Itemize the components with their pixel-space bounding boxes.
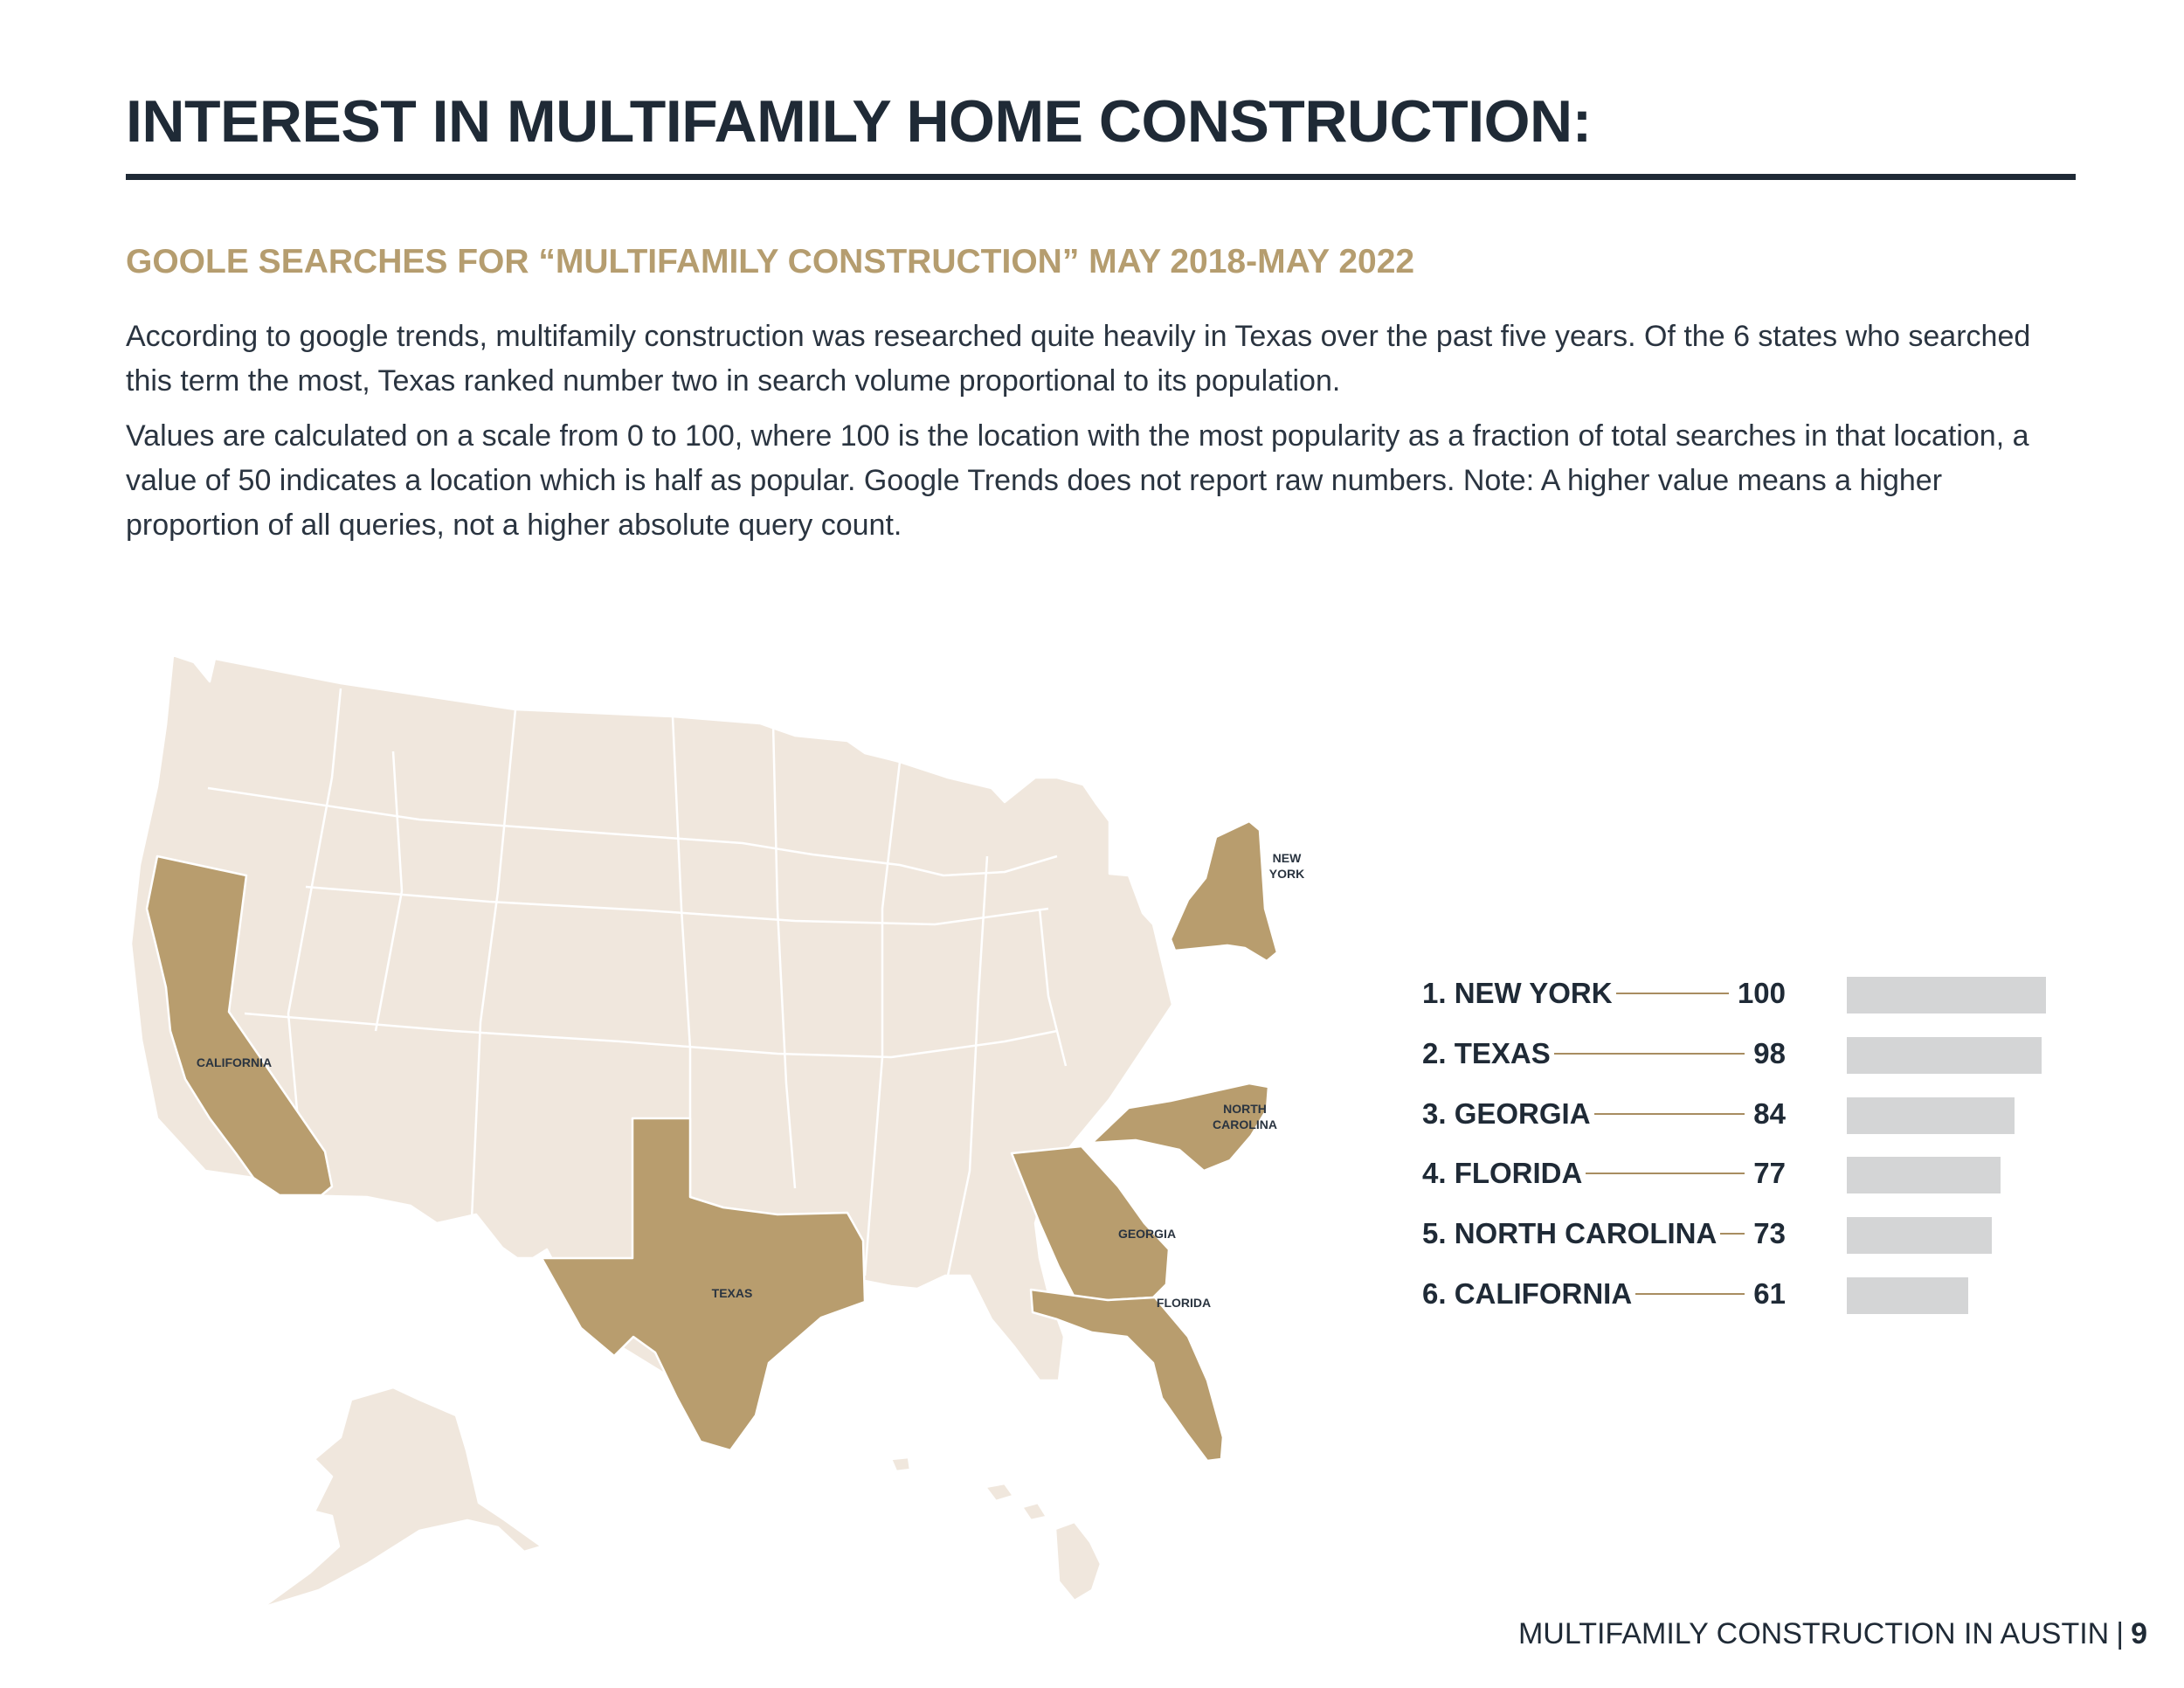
ranking-state-label: 2. TEXAS	[1422, 1036, 1551, 1069]
map-label-california: CALIFORNIA	[197, 1055, 272, 1069]
border-line	[470, 709, 517, 1220]
section-subtitle: GOOLE SEARCHES FOR “MULTIFAMILY CONSTRUC…	[126, 243, 1415, 280]
ranking-value-label: 61	[1753, 1277, 1786, 1310]
map-label-new-york: YORK	[1269, 867, 1304, 881]
map-label-florida: FLORIDA	[1157, 1296, 1211, 1310]
hawaii-shape	[984, 1482, 1015, 1503]
ranking-row: 2. TEXAS 98	[1422, 1032, 2051, 1076]
border-line	[771, 723, 797, 1189]
hawaii-shape	[889, 1456, 912, 1473]
ranking-leader-line	[1616, 993, 1729, 994]
border-line	[946, 855, 989, 1276]
border-line	[244, 1012, 1058, 1059]
method-paragraph: Values are calculated on a scale from 0 …	[126, 419, 2029, 542]
footer-separator: |	[2116, 1617, 2125, 1650]
intro-paragraph: According to google trends, multifamily …	[126, 320, 2031, 398]
footer-text: MULTIFAMILY CONSTRUCTION IN AUSTIN	[1517, 1617, 2110, 1650]
map-label-georgia: GEORGIA	[1118, 1227, 1176, 1241]
map-label-texas: TEXAS	[712, 1286, 753, 1300]
map-label-north-carolina: NORTH	[1223, 1102, 1267, 1116]
page-number: 9	[2131, 1617, 2147, 1650]
georgia-shape	[1010, 1145, 1171, 1302]
title-rule	[126, 174, 2076, 180]
map-label-north-carolina: CAROLINA	[1213, 1117, 1277, 1131]
ranking-value-label: 98	[1753, 1036, 1786, 1069]
ranking-bar	[1847, 1217, 1992, 1255]
ranking-leader-line	[1594, 1112, 1745, 1115]
border-line	[374, 751, 404, 1032]
ranking-state-label: 6. CALIFORNIA	[1422, 1277, 1633, 1310]
ranking-state-label: 1. NEW YORK	[1422, 977, 1613, 1009]
ranking-state-label: 3. GEORGIA	[1422, 1097, 1591, 1130]
ranking-leader-line	[1586, 1173, 1745, 1175]
ranking-value-label: 100	[1737, 977, 1786, 1009]
ranking-row: 4. FLORIDA 77	[1422, 1152, 2051, 1195]
ranking-leader-line	[1635, 1293, 1745, 1295]
ranking-value-label: 77	[1753, 1157, 1786, 1190]
state-ranking-chart: 1. NEW YORK 100 2. TEXAS 98 3. GEORGIA 84 4. F…	[1422, 972, 2051, 1321]
page-footer: MULTIFAMILY CONSTRUCTION IN AUSTIN | 9	[1518, 1615, 2147, 1653]
new-york-shape	[1169, 820, 1279, 963]
border-line	[207, 786, 1058, 877]
ranking-bar	[1847, 1277, 1968, 1314]
ranking-leader-line	[1554, 1052, 1745, 1055]
map-label-new-york: NEW	[1273, 851, 1302, 865]
north-carolina-shape	[1090, 1082, 1270, 1173]
ranking-bar	[1847, 977, 2046, 1013]
ranking-state-label: 4. FLORIDA	[1422, 1157, 1583, 1190]
ranking-bar	[1847, 1157, 2001, 1194]
ranking-state-label: 5. NORTH CAROLINA	[1422, 1217, 1717, 1250]
ranking-value-label: 84	[1753, 1097, 1786, 1130]
us-land-base	[131, 654, 1174, 1382]
ranking-row: 3. GEORGIA 84	[1422, 1092, 2051, 1136]
california-shape	[145, 854, 334, 1197]
ranking-row: 1. NEW YORK 100	[1422, 972, 2051, 1015]
ranking-bar	[1847, 1097, 2015, 1134]
alaska-shape	[260, 1386, 543, 1609]
us-state-map: CALIFORNIA TEXAS GEORGIA FLORIDA NORTH C…	[131, 654, 1304, 1609]
ranking-leader-line	[1720, 1233, 1745, 1235]
border-line	[863, 761, 902, 1276]
ranking-row: 5. NORTH CAROLINA 73	[1422, 1212, 2051, 1256]
border-line	[1038, 908, 1068, 1067]
page-title: INTEREST IN MULTIFAMILY HOME CONSTRUCTIO…	[126, 88, 1592, 155]
border-line	[305, 885, 1049, 926]
florida-shape	[1029, 1288, 1225, 1463]
ranking-bar	[1847, 1036, 2042, 1074]
hawaii-shape	[1054, 1520, 1102, 1602]
ranking-value-label: 73	[1753, 1217, 1786, 1250]
hawaii-shape	[1020, 1501, 1048, 1522]
ranking-row: 6. CALIFORNIA 61	[1422, 1272, 2051, 1316]
texas-shape	[540, 1117, 867, 1452]
